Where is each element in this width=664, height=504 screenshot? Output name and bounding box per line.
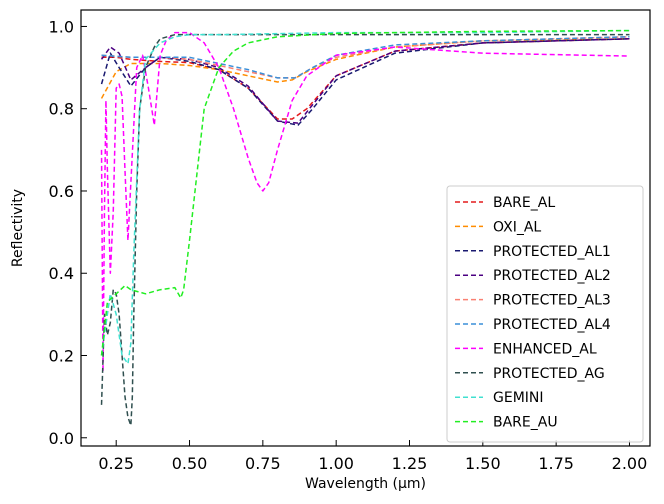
- series-line-protected-al1: [100, 38, 630, 126]
- y-tick-label: 0.8: [49, 100, 74, 119]
- x-tick-label: 1.25: [392, 454, 428, 473]
- series-line-protected-al3: [101, 35, 630, 79]
- legend-label: BARE_AL: [493, 195, 555, 211]
- legend: BARE_AL OXI_AL PROTECTED_AL1 PROTECTED_AL2 P…: [446, 185, 644, 443]
- y-tick-label: 1.0: [49, 17, 74, 36]
- x-tick-label: 1.50: [465, 454, 501, 473]
- legend-item: PROTECTED_AL2: [455, 268, 611, 284]
- y-tick-label: 0.0: [49, 429, 74, 448]
- y-tick-label: 0.4: [49, 264, 74, 283]
- x-tick-label: 0.50: [172, 454, 208, 473]
- series-layer: [100, 29, 630, 427]
- legend-item: ENHANCED_AL: [455, 341, 597, 357]
- series-line-bare-al: [101, 38, 630, 120]
- series-line-enhanced-al: [100, 31, 630, 373]
- y-tick-label: 0.2: [49, 347, 74, 366]
- legend-label: GEMINI: [493, 390, 544, 406]
- legend-label: ENHANCED_AL: [493, 341, 597, 357]
- x-tick-label: 2.00: [612, 454, 648, 473]
- series-line-gemini: [100, 29, 630, 365]
- x-tick-label: 0.25: [98, 454, 134, 473]
- legend-label: PROTECTED_AL3: [493, 293, 611, 309]
- ticks-layer: 0.25 0.50 0.75 1.00 1.25 1.50 1.75 2.00 0.0 0.2 0.…: [49, 17, 648, 473]
- legend-item: PROTECTED_AL4: [455, 317, 611, 333]
- legend-item: PROTECTED_AL1: [455, 244, 611, 260]
- legend-label: OXI_AL: [493, 219, 541, 235]
- legend-label: PROTECTED_AL1: [493, 244, 611, 260]
- legend-label: PROTECTED_AL2: [493, 268, 611, 284]
- legend-item: OXI_AL: [455, 219, 541, 235]
- y-tick-label: 0.6: [49, 182, 74, 201]
- axes-frame: [80, 9, 651, 447]
- legend-item: BARE_AL: [455, 195, 555, 211]
- series-line-protected-al2: [100, 38, 630, 124]
- legend-item: PROTECTED_AL3: [455, 293, 611, 309]
- series-line-protected-al4: [101, 35, 630, 79]
- y-axis-label: Reflectivity: [10, 189, 26, 267]
- legend-label: PROTECTED_AG: [493, 366, 605, 382]
- legend-label: PROTECTED_AL4: [493, 317, 611, 333]
- legend-item: BARE_AU: [455, 415, 558, 431]
- x-axis-label: Wavelength (μm): [305, 476, 426, 492]
- legend-item: PROTECTED_AG: [455, 366, 605, 382]
- legend-item: GEMINI: [455, 390, 544, 406]
- x-tick-label: 1.75: [538, 454, 574, 473]
- legend-label: BARE_AU: [493, 415, 558, 431]
- series-line-oxi-al: [100, 38, 630, 99]
- legend-box: [446, 185, 644, 443]
- x-tick-label: 1.00: [318, 454, 354, 473]
- x-tick-label: 0.75: [245, 454, 281, 473]
